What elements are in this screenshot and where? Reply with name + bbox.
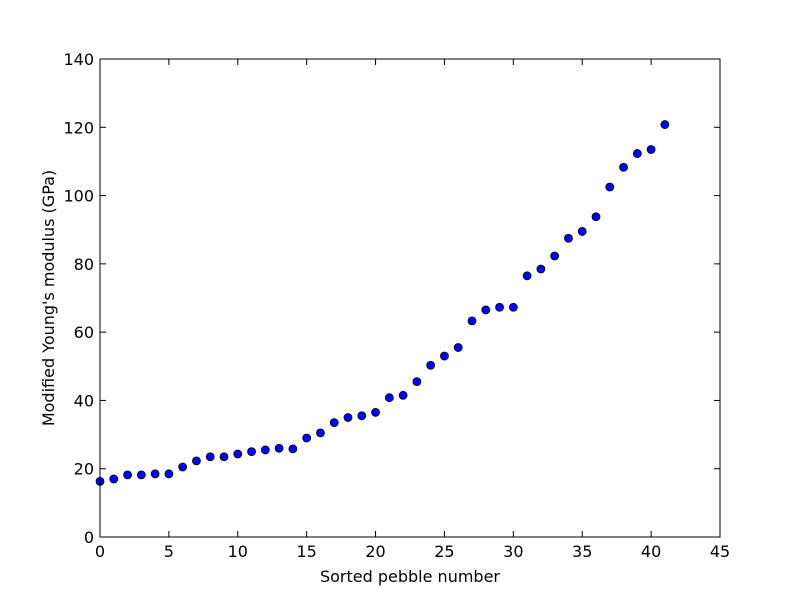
y-tick-label: 0 bbox=[84, 528, 94, 547]
data-point bbox=[619, 162, 628, 172]
y-tick-label: 40 bbox=[74, 391, 94, 410]
data-point bbox=[481, 305, 491, 315]
y-tick-label: 80 bbox=[74, 255, 94, 274]
data-point bbox=[577, 227, 587, 236]
data-point bbox=[660, 120, 670, 129]
data-point bbox=[329, 418, 339, 428]
data-point bbox=[260, 445, 270, 455]
data-point bbox=[371, 407, 380, 417]
x-tick-label: 15 bbox=[296, 542, 316, 561]
y-tick-label: 100 bbox=[63, 187, 94, 206]
data-point bbox=[302, 433, 312, 443]
data-point bbox=[205, 452, 215, 462]
data-point bbox=[632, 149, 642, 158]
data-point bbox=[398, 390, 408, 400]
data-point bbox=[591, 212, 601, 222]
data-point bbox=[384, 393, 394, 403]
data-point bbox=[453, 343, 463, 352]
x-axis-label: Sorted pebble number bbox=[320, 567, 500, 586]
data-point bbox=[192, 456, 201, 466]
data-point bbox=[646, 145, 656, 154]
x-tick-label: 35 bbox=[572, 542, 592, 561]
x-tick-label: 10 bbox=[228, 542, 248, 561]
data-point bbox=[495, 302, 504, 312]
y-tick-label: 120 bbox=[63, 118, 94, 137]
y-tick-label: 20 bbox=[74, 460, 94, 479]
x-tick-label: 0 bbox=[95, 542, 105, 561]
data-point bbox=[123, 470, 132, 480]
x-tick-label: 40 bbox=[641, 542, 661, 561]
plot-frame bbox=[99, 58, 721, 538]
data-point bbox=[164, 469, 174, 479]
data-point bbox=[536, 264, 546, 274]
data-point bbox=[150, 469, 160, 479]
data-point bbox=[288, 444, 298, 454]
data-point bbox=[426, 360, 436, 370]
tick-labels: 0 5 10 15 20 25 30 35 40 45 0 20 40 60 80 100 120 140 bbox=[63, 50, 730, 561]
data-point bbox=[343, 413, 353, 422]
data-point bbox=[109, 474, 119, 484]
data-point bbox=[412, 377, 422, 387]
data-point bbox=[550, 251, 560, 261]
data-point bbox=[440, 351, 449, 361]
x-tick-label: 20 bbox=[365, 542, 385, 561]
data-point bbox=[508, 302, 518, 312]
data-point bbox=[247, 447, 256, 457]
data-point bbox=[233, 449, 243, 459]
plot-background bbox=[100, 59, 720, 537]
data-point bbox=[219, 452, 229, 462]
data-point bbox=[605, 182, 615, 192]
x-tick-label: 45 bbox=[710, 542, 730, 561]
y-tick-label: 60 bbox=[74, 323, 94, 342]
x-tick-label: 30 bbox=[503, 542, 523, 561]
x-tick-label: 5 bbox=[164, 542, 174, 561]
y-tick-label: 140 bbox=[63, 50, 94, 69]
data-point bbox=[564, 233, 573, 243]
y-axis-label: Modified Young's modulus (GPa) bbox=[39, 170, 58, 426]
data-point bbox=[178, 462, 188, 472]
data-point bbox=[522, 271, 532, 281]
x-tick-label: 25 bbox=[434, 542, 454, 561]
data-points bbox=[95, 120, 670, 486]
data-point bbox=[357, 411, 367, 421]
data-point bbox=[136, 470, 146, 480]
data-point bbox=[274, 443, 284, 453]
data-point bbox=[316, 428, 325, 438]
data-point bbox=[467, 316, 477, 326]
axis-ticks bbox=[99, 58, 721, 538]
